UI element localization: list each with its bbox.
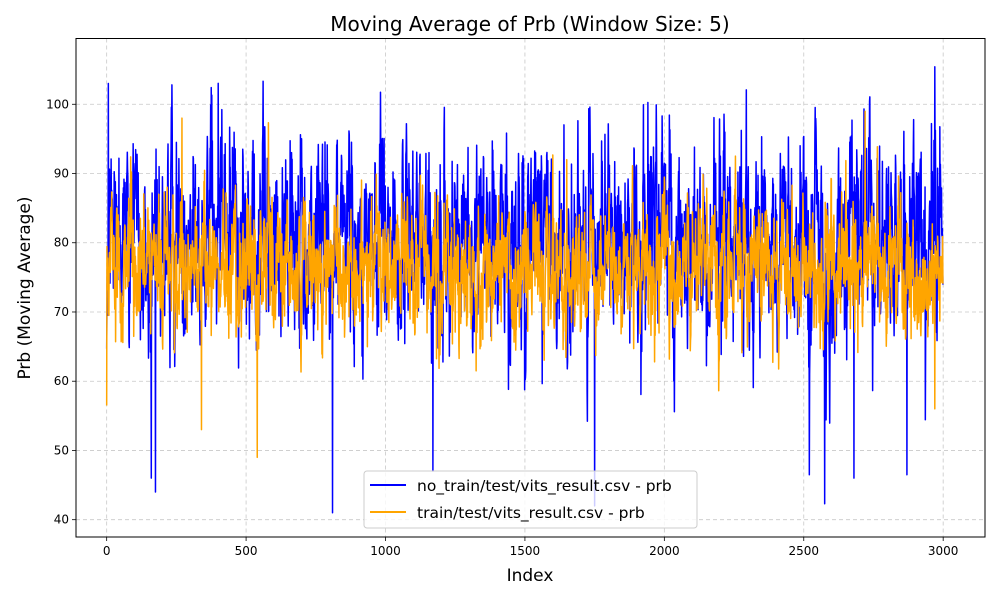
y-axis-ticks: 40 50 60 70 80 90 100 [46,97,76,527]
y-tick-label: 80 [54,236,69,250]
x-tick-label: 3000 [928,544,959,558]
x-axis-ticks: 0 500 1000 1500 2000 2500 3000 [103,537,959,558]
y-tick-label: 50 [54,443,69,457]
x-axis-label: Index [507,566,554,586]
y-tick-label: 90 [54,167,69,181]
y-tick-label: 100 [46,97,69,111]
x-tick-label: 1000 [370,544,401,558]
y-tick-label: 40 [54,513,69,527]
legend-label-orange: train/test/vits_result.csv - prb [417,504,645,523]
y-tick-label: 70 [54,305,69,319]
plot-frame [75,38,986,538]
x-tick-label: 1500 [510,544,541,558]
x-tick-label: 0 [103,544,111,558]
lines-layer [105,65,944,514]
x-tick-label: 500 [235,544,258,558]
legend: no_train/test/vits_result.csv - prb trai… [363,470,698,529]
x-tick-label: 2000 [649,544,680,558]
legend-box [363,470,698,529]
y-axis-label: Prb (Moving Average) [15,196,35,379]
series-line-train [105,110,944,459]
y-tick-label: 60 [54,374,69,388]
legend-label-blue: no_train/test/vits_result.csv - prb [417,477,672,496]
x-tick-label: 2500 [788,544,819,558]
chart-title: Moving Average of Prb (Window Size: 5) [330,12,729,36]
